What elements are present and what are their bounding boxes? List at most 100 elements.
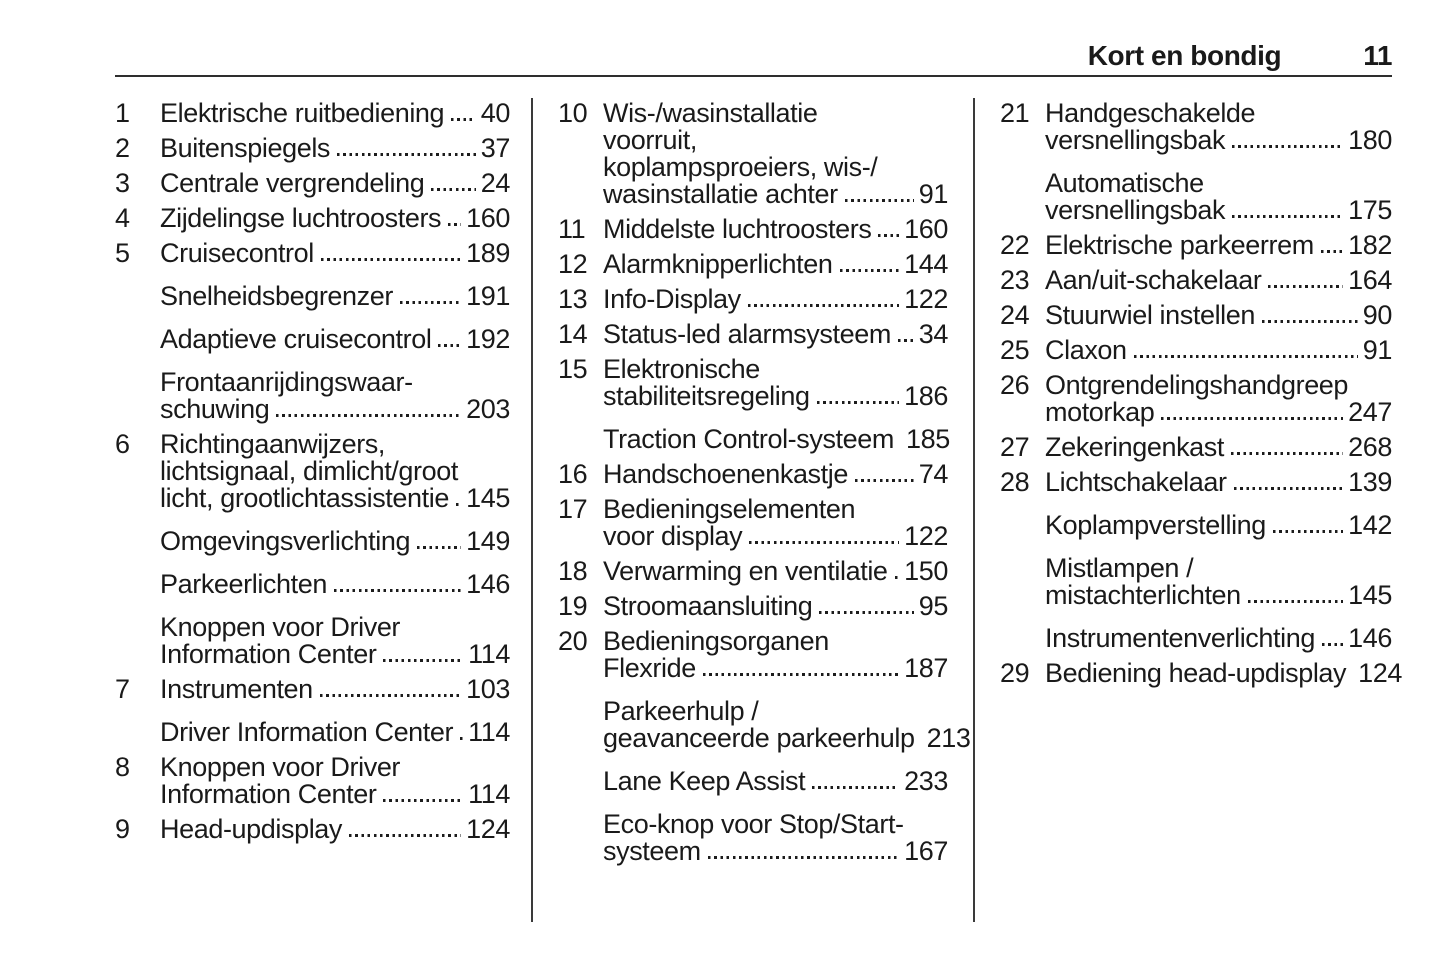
toc-entry: Traction Control-systeem 185 [558, 426, 950, 453]
entry-page-number: 268 [1348, 432, 1392, 462]
toc-entry: 9 Head-updisplay 124 [115, 816, 510, 843]
entry-last-line: Information Center 114 [160, 641, 510, 668]
entry-number: 26 [1000, 370, 1030, 400]
entry-label: Flexride [603, 653, 696, 683]
toc-entry: 8 Knoppen voor Driver Information Center 11… [115, 754, 510, 808]
entry-page-number: 203 [466, 394, 510, 424]
toc-entry: Frontaanrijdingswaar-schuwing 203 [115, 369, 510, 423]
dot-leader [431, 188, 476, 191]
entry-number: 11 [558, 214, 586, 244]
dot-leader [749, 541, 900, 544]
entry-page-number: 189 [466, 238, 510, 268]
entry-last-line: Flexride 187 [603, 655, 948, 682]
entry-last-line: Driver Information Center 114 [160, 719, 510, 746]
toc-entry: Eco-knop voor Stop/Start-systeem 167 [558, 811, 948, 865]
entry-last-line: Parkeerlichten 146 [160, 571, 510, 598]
entry-body: Instrumenten 103 [160, 676, 510, 703]
dot-leader [319, 694, 462, 697]
entry-last-line: Aan/uit-schakelaar 164 [1045, 267, 1392, 294]
entry-number: 21 [1000, 98, 1030, 128]
entry-last-line: Instrumentenverlichting 146 [1045, 625, 1392, 652]
entry-label: Parkeerlichten [160, 569, 327, 599]
toc-entry: 3 Centrale vergrendeling 24 [115, 170, 510, 197]
dot-leader [448, 223, 462, 226]
entry-page-number: 175 [1348, 195, 1392, 225]
entry-page-number: 34 [918, 319, 949, 349]
entry-number: 1 [115, 98, 130, 128]
entry-page-number: 167 [904, 836, 948, 866]
entry-last-line: Centrale vergrendeling 24 [160, 170, 510, 197]
entry-label: Claxon [1045, 335, 1127, 365]
entry-page-number: 145 [466, 483, 510, 513]
entry-number [115, 528, 160, 555]
entry-label: Head-updisplay [160, 814, 343, 844]
entry-last-line: Information Center 114 [160, 781, 510, 808]
dot-leader [844, 199, 914, 202]
entry-body: Driver Information Center 114 [160, 719, 510, 746]
entry-label: Driver Information Center [160, 717, 454, 747]
toc-entry: 17 Bedieningselementen voor display 122 [558, 496, 948, 550]
entry-page-number: 40 [480, 98, 511, 128]
entry-label: Stuurwiel instellen [1045, 300, 1256, 330]
toc-entry: 14 Status-led alarmsysteem 34 [558, 321, 948, 348]
entry-label-line: Knoppen voor Driver [160, 752, 401, 782]
entry-label-line: Richtingaanwijzers, [160, 429, 385, 459]
dot-leader [812, 786, 900, 789]
toc-entry: 18 Verwarming en ventilatie 150 [558, 558, 948, 585]
entry-body: Zijdelingse luchtroosters 160 [160, 205, 510, 232]
entry-label: wasinstallatie achter [603, 179, 838, 209]
entry-last-line: stabiliteitsregeling 186 [603, 383, 948, 410]
entry-page-number: 146 [1348, 623, 1392, 653]
entry-page-number: 122 [904, 284, 948, 314]
toc-entry: 6 Richtingaanwijzers, lichtsignaal, dimlic… [115, 431, 510, 512]
entry-body: Mistlampen / mistachterlichten 145 [1045, 555, 1392, 609]
toc-entry: Adaptieve cruisecontrol 192 [115, 326, 510, 353]
entry-body: Centrale vergrendeling 24 [160, 170, 510, 197]
entry-body: Lichtschakelaar 139 [1045, 469, 1392, 496]
toc-entry: 7 Instrumenten 103 [115, 676, 510, 703]
entry-number [1000, 170, 1045, 224]
entry-label-line: Parkeerhulp / [603, 696, 759, 726]
dot-leader [455, 503, 462, 506]
dot-leader [460, 737, 464, 740]
entry-page-number: 90 [1362, 300, 1393, 330]
entry-body: Lane Keep Assist 233 [603, 768, 948, 795]
entry-label-line: Wis-/wasinstallatie [603, 98, 818, 128]
column-separator [531, 98, 533, 922]
page-header: Kort en bondig 11 [115, 41, 1393, 71]
entry-last-line: Zekeringenkast 268 [1045, 434, 1392, 461]
entry-last-line: Head-updisplay 124 [160, 816, 510, 843]
entry-last-line: Elektrische ruitbediening 40 [160, 100, 510, 127]
entry-label: Lichtschakelaar [1045, 467, 1227, 497]
entry-last-line: Stroomaansluiting 95 [603, 593, 948, 620]
dot-leader [1321, 643, 1344, 646]
toc-entry: 19 Stroomaansluiting 95 [558, 593, 948, 620]
entry-number: 2 [115, 133, 130, 163]
entry-body: Stroomaansluiting 95 [603, 593, 948, 620]
dot-leader [438, 344, 462, 347]
toc-entry: 13 Info-Display 122 [558, 286, 948, 313]
entry-number [115, 326, 160, 353]
entry-last-line: Lane Keep Assist 233 [603, 768, 948, 795]
toc-entry: 20 Bedieningsorganen Flexride 187 [558, 628, 948, 682]
toc-entry: 15 Elektronische stabiliteitsregeling 186 [558, 356, 948, 410]
dot-leader [1232, 145, 1344, 148]
entry-label-line: Automatische [1045, 168, 1204, 198]
entry-last-line: Lichtschakelaar 139 [1045, 469, 1392, 496]
toc-entry: 22 Elektrische parkeerrem 182 [1000, 232, 1392, 259]
entry-label: stabiliteitsregeling [603, 381, 810, 411]
entry-last-line: Status-led alarmsysteem 34 [603, 321, 948, 348]
entry-label-line: Eco-knop voor Stop/Start- [603, 809, 904, 839]
entry-page-number: 114 [468, 639, 510, 669]
entry-label: Snelheidsbegrenzer [160, 281, 393, 311]
toc-entry: 5 Cruisecontrol 189 [115, 240, 510, 267]
entry-last-line: Claxon 91 [1045, 337, 1392, 364]
entry-label: Aan/uit-schakelaar [1045, 265, 1262, 295]
entry-number: 12 [558, 249, 588, 279]
toc-entry: 1 Elektrische ruitbediening 40 [115, 100, 510, 127]
dot-leader [337, 153, 476, 156]
entry-label: Information Center [160, 639, 377, 669]
entry-label: Zijdelingse luchtroosters [160, 203, 442, 233]
entry-label-line: Frontaanrijdingswaar- [160, 367, 413, 397]
dot-leader [383, 799, 464, 802]
